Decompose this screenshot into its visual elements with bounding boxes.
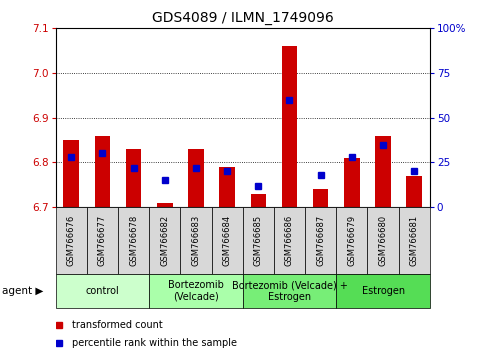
- Text: GSM766676: GSM766676: [67, 215, 76, 266]
- Bar: [305, 207, 336, 274]
- Text: Estrogen: Estrogen: [361, 286, 405, 296]
- Bar: [282, 46, 298, 207]
- Text: agent ▶: agent ▶: [2, 286, 44, 296]
- Text: control: control: [85, 286, 119, 296]
- Bar: [63, 140, 79, 207]
- Bar: [313, 189, 328, 207]
- Bar: [336, 274, 430, 308]
- Text: GSM766686: GSM766686: [285, 215, 294, 266]
- Bar: [212, 207, 242, 274]
- Bar: [149, 207, 180, 274]
- Bar: [149, 274, 242, 308]
- Bar: [157, 202, 172, 207]
- Text: GSM766684: GSM766684: [223, 215, 232, 266]
- Text: GSM766682: GSM766682: [160, 215, 169, 266]
- Text: Bortezomib
(Velcade): Bortezomib (Velcade): [168, 280, 224, 302]
- Bar: [336, 207, 368, 274]
- Bar: [126, 149, 142, 207]
- Text: GSM766679: GSM766679: [347, 215, 356, 266]
- Text: GSM766677: GSM766677: [98, 215, 107, 266]
- Text: GSM766681: GSM766681: [410, 215, 419, 266]
- Bar: [219, 167, 235, 207]
- Bar: [407, 176, 422, 207]
- Title: GDS4089 / ILMN_1749096: GDS4089 / ILMN_1749096: [152, 11, 334, 24]
- Text: GSM766685: GSM766685: [254, 215, 263, 266]
- Text: GSM766687: GSM766687: [316, 215, 325, 266]
- Text: transformed count: transformed count: [72, 320, 163, 330]
- Bar: [180, 207, 212, 274]
- Bar: [95, 136, 110, 207]
- Bar: [375, 136, 391, 207]
- Bar: [274, 207, 305, 274]
- Bar: [398, 207, 430, 274]
- Text: GSM766680: GSM766680: [379, 215, 387, 266]
- Bar: [242, 274, 336, 308]
- Text: Bortezomib (Velcade) +
Estrogen: Bortezomib (Velcade) + Estrogen: [231, 280, 347, 302]
- Text: GSM766678: GSM766678: [129, 215, 138, 266]
- Bar: [368, 207, 398, 274]
- Bar: [188, 149, 204, 207]
- Text: percentile rank within the sample: percentile rank within the sample: [72, 338, 237, 348]
- Bar: [87, 207, 118, 274]
- Bar: [242, 207, 274, 274]
- Bar: [56, 207, 87, 274]
- Bar: [251, 194, 266, 207]
- Text: GSM766683: GSM766683: [191, 215, 200, 266]
- Bar: [118, 207, 149, 274]
- Bar: [344, 158, 360, 207]
- Bar: [56, 274, 149, 308]
